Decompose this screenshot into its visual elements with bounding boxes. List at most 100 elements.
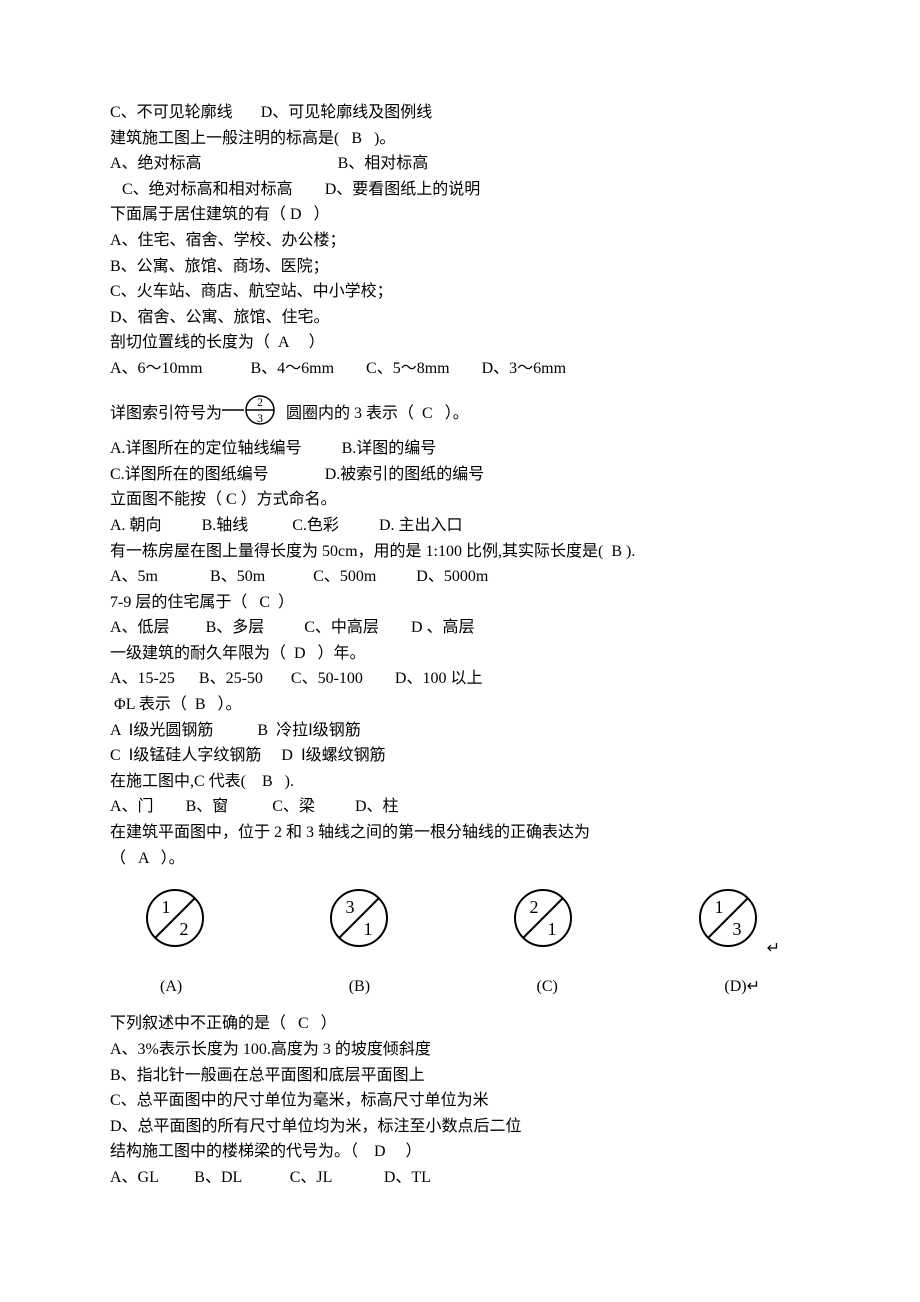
q5-opts-ab: A.详图所在的定位轴线编号 B.详图的编号 [110, 436, 810, 462]
q14-opts: A、GL B、DL C、JL D、TL [110, 1165, 810, 1191]
q12-stem1: 在建筑平面图中，位于 2 和 3 轴线之间的第一根分轴线的正确表达为 [110, 820, 810, 846]
q7-opt-b: B、50m [210, 568, 265, 585]
q5-stem: 详图索引符号为23 圆圈内的 3 表示（ C ）。 [110, 392, 810, 437]
q13-stem: 下列叙述中不正确的是（ C ） [110, 1011, 810, 1037]
svg-text:3: 3 [732, 919, 741, 939]
q2-opt-b: B、相对标高 [338, 155, 429, 172]
q10-opt-c: C Ⅰ级锰硅人字纹钢筋 [110, 747, 261, 764]
q6-opts: A. 朝向 B.轴线 C.色彩 D. 主出入口 [110, 513, 810, 539]
q8-opt-b: B、多层 [206, 619, 265, 636]
q2-opts-cd: C、绝对标高和相对标高 D、要看图纸上的说明 [110, 177, 810, 203]
q12-figure-row: 1 2 3 1 2 1 1 3 ↵ [110, 883, 810, 962]
q10-opts-cd: C Ⅰ级锰硅人字纹钢筋 D Ⅰ级螺纹钢筋 [110, 743, 810, 769]
q3-opt-d: D、宿舍、公寓、旅馆、住宅。 [110, 305, 810, 331]
svg-text:1: 1 [364, 919, 373, 939]
q7-stem: 有一栋房屋在图上量得长度为 50cm，用的是 1:100 比例,其实际长度是( … [110, 539, 810, 565]
q5-opt-d: D.被索引的图纸的编号 [325, 466, 485, 483]
q12-label-d: (D)↵ [724, 974, 760, 1000]
q11-opt-a: A、门 [110, 798, 154, 815]
q12-label-row: (A) (B) (C) (D)↵ [110, 974, 810, 1000]
q4-opt-b: B、4～6mm [250, 360, 334, 377]
q10-opt-b: B 冷拉Ⅰ级钢筋 [257, 722, 360, 739]
q11-opts: A、门 B、窗 C、梁 D、柱 [110, 794, 810, 820]
q3-opt-a: A、住宅、宿舍、学校、办公楼； [110, 228, 810, 254]
q2-stem: 建筑施工图上一般注明的标高是( B )。 [110, 126, 810, 152]
q11-opt-d: D、柱 [355, 798, 399, 815]
q4-opts: A、6～10mm B、4～6mm C、5～8mm D、3～6mm [110, 356, 810, 382]
q4-opt-c: C、5～8mm [366, 360, 450, 377]
q9-stem: 一级建筑的耐久年限为（ D ）年。 [110, 641, 810, 667]
symbol-bot-num: 3 [257, 411, 263, 425]
detail-index-symbol-icon: 23 [222, 392, 282, 437]
q5-opt-b: B.详图的编号 [342, 440, 437, 457]
q10-stem: ΦL 表示（ B ）。 [110, 692, 810, 718]
q2-opt-a: A、绝对标高 [110, 155, 202, 172]
q12-label-c: (C) [537, 974, 558, 1000]
q13-opt-a: A、3%表示长度为 100.高度为 3 的坡度倾斜度 [110, 1037, 810, 1063]
svg-text:1: 1 [162, 897, 171, 917]
q9-opt-a: A、15-25 [110, 670, 175, 687]
q2-opt-c: C、绝对标高和相对标高 [110, 181, 293, 198]
axis-circle-a-icon: 1 2 [140, 883, 210, 953]
q1-opts: C、不可见轮廓线 D、可见轮廓线及图例线 [110, 100, 810, 126]
svg-text:1: 1 [548, 919, 557, 939]
q10-opts-ab: A Ⅰ级光圆钢筋 B 冷拉Ⅰ级钢筋 [110, 718, 810, 744]
q10-opt-a: A Ⅰ级光圆钢筋 [110, 722, 213, 739]
q7-opts: A、5m B、50m C、500m D、5000m [110, 564, 810, 590]
q11-opt-b: B、窗 [186, 798, 229, 815]
q11-opt-c: C、梁 [272, 798, 315, 815]
q8-opts: A、低层 B、多层 C、中高层 D 、高层 [110, 615, 810, 641]
q7-opt-a: A、5m [110, 568, 158, 585]
q5-opts-cd: C.详图所在的图纸编号 D.被索引的图纸的编号 [110, 462, 810, 488]
q12-stem2: （ A ）。 [110, 846, 810, 872]
q13-opt-b: B、指北针一般画在总平面图和底层平面图上 [110, 1063, 810, 1089]
q3-opt-b: B、公寓、旅馆、商场、医院； [110, 254, 810, 280]
q12-fig-b: 3 1 [324, 883, 394, 962]
q11-stem: 在施工图中,C 代表( B ). [110, 769, 810, 795]
axis-circle-b-icon: 3 1 [324, 883, 394, 953]
q5-opt-c: C.详图所在的图纸编号 [110, 466, 269, 483]
q8-opt-d: D 、高层 [411, 619, 475, 636]
q5-stem-pre: 详图索引符号为 [110, 405, 222, 422]
return-mark-icon: ↵ [767, 940, 780, 957]
q2-opts-ab: A、绝对标高 B、相对标高 [110, 151, 810, 177]
q14-opt-c: C、JL [290, 1169, 332, 1186]
q5-stem-post: 圆圈内的 3 表示（ C ）。 [282, 405, 469, 422]
symbol-top-num: 2 [257, 395, 263, 409]
q7-opt-d: D、5000m [416, 568, 488, 585]
q14-opt-b: B、DL [194, 1169, 241, 1186]
svg-text:2: 2 [530, 897, 539, 917]
q8-opt-a: A、低层 [110, 619, 170, 636]
svg-text:2: 2 [180, 919, 189, 939]
q4-opt-a: A、6～10mm [110, 360, 202, 377]
q12-fig-a: 1 2 [140, 883, 210, 962]
axis-circle-d-icon: 1 3 [693, 883, 763, 953]
axis-circle-c-icon: 2 1 [508, 883, 578, 953]
q8-stem: 7-9 层的住宅属于（ C ） [110, 590, 810, 616]
q3-opt-c: C、火车站、商店、航空站、中小学校； [110, 279, 810, 305]
q10-opt-d: D Ⅰ级螺纹钢筋 [281, 747, 385, 764]
q6-opt-b: B.轴线 [202, 517, 249, 534]
q14-stem: 结构施工图中的楼梯梁的代号为。（ D ） [110, 1139, 810, 1165]
q12-label-a: (A) [160, 974, 182, 1000]
q14-opt-d: D、TL [384, 1169, 431, 1186]
q13-opt-c: C、总平面图中的尺寸单位为毫米，标高尺寸单位为米 [110, 1088, 810, 1114]
q6-opt-a: A. 朝向 [110, 517, 162, 534]
q12-fig-d: 1 3 ↵ [693, 883, 780, 962]
q1-opt-d: D、可见轮廓线及图例线 [261, 104, 433, 121]
q12-label-b: (B) [349, 974, 370, 1000]
q2-opt-d: D、要看图纸上的说明 [325, 181, 481, 198]
q9-opts: A、15-25 B、25-50 C、50-100 D、100 以上 [110, 666, 810, 692]
q13-opt-d: D、总平面图的所有尺寸单位均为米，标注至小数点后二位 [110, 1114, 810, 1140]
q9-opt-b: B、25-50 [199, 670, 263, 687]
q9-opt-d: D、100 以上 [395, 670, 483, 687]
svg-text:3: 3 [346, 897, 355, 917]
q5-opt-a: A.详图所在的定位轴线编号 [110, 440, 302, 457]
q14-opt-a: A、GL [110, 1169, 158, 1186]
q9-opt-c: C、50-100 [291, 670, 363, 687]
q6-opt-c: C.色彩 [292, 517, 339, 534]
q8-opt-c: C、中高层 [304, 619, 379, 636]
svg-text:1: 1 [714, 897, 723, 917]
q4-opt-d: D、3～6mm [482, 360, 566, 377]
q6-stem: 立面图不能按（ C ）方式命名。 [110, 487, 810, 513]
